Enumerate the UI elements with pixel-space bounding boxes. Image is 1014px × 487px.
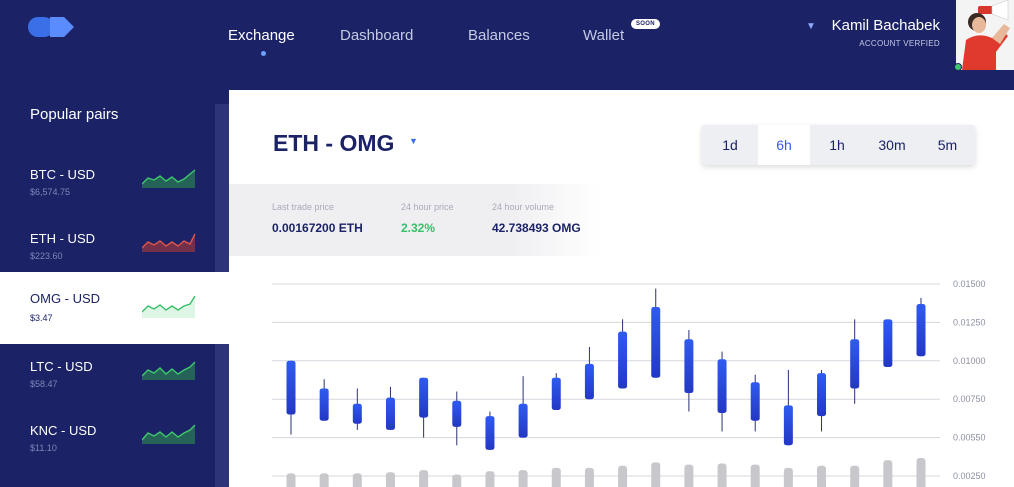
24h-volume-label: 24 hour volume: [492, 202, 555, 212]
candle-body: [551, 377, 561, 410]
candle-body: [750, 382, 760, 421]
sparkline-chart: [142, 424, 196, 444]
candle-body: [452, 400, 462, 427]
timeframe-6h[interactable]: 6h: [758, 125, 810, 165]
timeframe-1d[interactable]: 1d: [722, 137, 738, 153]
24h-volume-value: 42.738493 OMG: [492, 221, 581, 235]
soon-badge: SOON: [631, 19, 660, 29]
pair-name: OMG - USD: [30, 291, 101, 306]
user-avatar[interactable]: [956, 0, 1014, 70]
y-tick-label: 0.00250: [953, 471, 986, 481]
volume-bar: [717, 463, 727, 487]
selected-pair-title[interactable]: ETH - OMG: [273, 130, 395, 156]
volume-bar: [286, 473, 296, 487]
candle-body: [618, 331, 628, 389]
candle-body: [850, 339, 860, 389]
volume-bar: [684, 464, 694, 487]
timeframe-30m[interactable]: 30m: [878, 137, 906, 153]
sparkline-chart: [142, 169, 196, 188]
pair-price: $223.60: [30, 251, 63, 261]
volume-bar: [783, 467, 793, 487]
price-candlestick-chart[interactable]: 0.01500 0.01250 0.01000 0.00750 0.00550 0.002…: [229, 90, 1014, 487]
volume-bar: [651, 462, 661, 487]
volume-bar: [319, 473, 329, 487]
nav-exchange[interactable]: Exchange: [228, 27, 295, 44]
user-name[interactable]: Kamil Bachabek: [831, 17, 940, 34]
candle-body: [584, 363, 594, 400]
sparkline-chart: [142, 233, 196, 252]
timeframe-1h[interactable]: 1h: [829, 137, 845, 153]
last-trade-price-value: 0.00167200 ETH: [272, 221, 363, 235]
y-tick-label: 0.01500: [953, 279, 986, 289]
y-tick-label: 0.00750: [953, 394, 986, 404]
volume-bar: [352, 473, 362, 487]
candle-body: [684, 339, 694, 394]
popular-pairs-sidebar: Popular pairs BTC - USD $6,574.75 ETH - …: [0, 90, 229, 487]
volume-bar: [850, 465, 860, 487]
last-trade-price-label: Last trade price: [272, 202, 335, 212]
pair-price: $58.47: [30, 379, 58, 389]
candle-body: [419, 377, 429, 418]
candle-body: [485, 416, 495, 450]
volume-bar: [385, 472, 395, 487]
volume-bar: [518, 470, 528, 487]
timeframe-5m[interactable]: 5m: [937, 137, 958, 153]
candle-body: [817, 373, 827, 417]
pair-item-knc-usd[interactable]: KNC - USD $11.10: [0, 410, 215, 474]
volume-bar: [452, 474, 462, 487]
market-stats: Last trade price 0.00167200 ETH 24 hour …: [229, 184, 601, 256]
pair-name: BTC - USD: [30, 167, 95, 182]
nav-wallet[interactable]: Wallet: [583, 27, 625, 44]
volume-bar: [584, 467, 594, 487]
y-tick-label: 0.00550: [953, 433, 986, 443]
volume-bar: [419, 470, 429, 487]
volume-bar: [883, 460, 893, 487]
candle-body: [385, 397, 395, 430]
volume-bar: [551, 467, 561, 487]
volume-bar: [817, 465, 827, 487]
candle-body: [352, 403, 362, 424]
account-status: ACCOUNT VERFIED: [859, 39, 940, 48]
pair-item-omg-usd[interactable]: OMG - USD $3.47: [0, 272, 229, 344]
pair-name: KNC - USD: [30, 423, 97, 438]
pair-price: $3.47: [30, 313, 53, 323]
y-tick-label: 0.01250: [953, 317, 986, 327]
candle-body: [518, 403, 528, 438]
pair-dropdown-caret-icon[interactable]: ▼: [409, 136, 418, 146]
24h-price-value: 2.32%: [401, 221, 436, 235]
nav-dashboard[interactable]: Dashboard: [340, 27, 414, 44]
timeframe-selector: 1d 6h 1h 30m 5m: [702, 125, 975, 165]
candle-body: [319, 388, 329, 421]
sparkline-chart: [142, 361, 196, 380]
y-tick-label: 0.01000: [953, 356, 986, 366]
candle-body: [717, 359, 727, 414]
volume-bar: [750, 464, 760, 487]
candle-body: [783, 405, 793, 446]
pair-price: $11.10: [30, 443, 57, 453]
pair-name: LTC - USD: [30, 359, 93, 374]
volume-bar: [485, 471, 495, 487]
sidebar-title: Popular pairs: [30, 106, 119, 123]
nav-balances[interactable]: Balances: [468, 27, 530, 44]
top-header: Exchange Dashboard Balances Wallet SOON …: [0, 0, 1014, 90]
avatar-photo: [956, 0, 1014, 70]
volume-bar: [916, 458, 926, 487]
pair-item-ltc-usd[interactable]: LTC - USD $58.47: [0, 346, 215, 410]
candle-body: [883, 319, 893, 367]
sparkline-chart: [142, 295, 196, 318]
user-menu-chevron-icon[interactable]: ▼: [806, 21, 816, 32]
candle-body: [286, 360, 296, 415]
trading-panel: ETH - OMG ▼ 1d 6h 1h 30m 5m Last trade p…: [229, 90, 1014, 487]
volume-bar: [618, 465, 628, 487]
24h-price-label: 24 hour price: [401, 202, 454, 212]
pair-item-eth-usd[interactable]: ETH - USD $223.60: [0, 218, 215, 282]
candle-body: [651, 307, 661, 378]
pair-item-btc-usd[interactable]: BTC - USD $6,574.75: [0, 154, 215, 218]
pair-price: $6,574.75: [30, 187, 71, 197]
pair-name: ETH - USD: [30, 231, 95, 246]
nav-active-indicator: [261, 51, 266, 56]
app-logo[interactable]: [28, 14, 74, 40]
candle-body: [916, 303, 926, 357]
online-status-indicator: [954, 63, 962, 71]
